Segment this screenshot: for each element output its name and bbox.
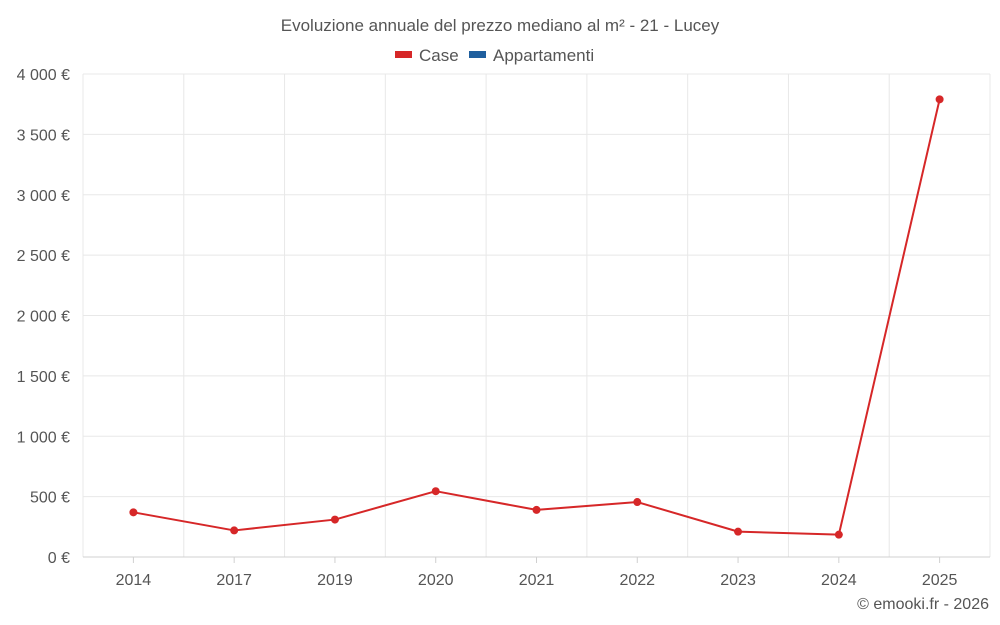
- x-tick-label: 2025: [922, 572, 958, 589]
- data-point-2019[interactable]: [330, 515, 339, 524]
- legend-item-case[interactable]: Case: [395, 46, 459, 65]
- grid: [82, 73, 991, 557]
- data-point-2022[interactable]: [633, 498, 642, 507]
- y-tick-label: 1 000 €: [17, 429, 70, 446]
- chart-title: Evoluzione annuale del prezzo mediano al…: [281, 16, 720, 35]
- legend-label-case: Case: [419, 46, 459, 65]
- y-tick-label: 3 500 €: [17, 127, 70, 144]
- legend-swatch-case: [395, 51, 412, 58]
- y-tick-label: 3 000 €: [17, 188, 70, 205]
- y-tick-label: 1 500 €: [17, 369, 70, 386]
- data-point-2017[interactable]: [230, 526, 239, 535]
- data-point-2023[interactable]: [734, 527, 743, 536]
- x-tick-label: 2021: [519, 572, 555, 589]
- series-case: [129, 95, 944, 539]
- x-tick-label: 2019: [317, 572, 353, 589]
- y-tick-label: 2 000 €: [17, 309, 70, 326]
- y-tick-label: 500 €: [30, 490, 70, 507]
- series-line-case: [133, 99, 941, 536]
- legend: Case Appartamenti: [395, 46, 594, 65]
- data-point-2014[interactable]: [129, 508, 138, 517]
- x-tick-label: 2020: [418, 572, 454, 589]
- y-tick-label: 2 500 €: [17, 248, 70, 265]
- legend-label-appartamenti: Appartamenti: [493, 46, 594, 65]
- credit-text: © emooki.fr - 2026: [857, 596, 989, 613]
- legend-swatch-appartamenti: [469, 51, 486, 58]
- y-tick-label: 4 000 €: [17, 67, 70, 84]
- axes: 0 € 500 € 1 000 € 1 500 € 2 000 € 2 500 € 3 00…: [17, 67, 990, 589]
- data-point-2025[interactable]: [935, 95, 944, 104]
- data-point-2024[interactable]: [834, 530, 843, 539]
- x-tick-label: 2017: [216, 572, 252, 589]
- data-point-2020[interactable]: [431, 487, 440, 496]
- x-tick-label: 2023: [720, 572, 756, 589]
- data-point-2021[interactable]: [532, 505, 541, 514]
- x-tick-label: 2022: [619, 572, 655, 589]
- x-tick-label: 2024: [821, 572, 857, 589]
- y-tick-label: 0 €: [48, 550, 70, 567]
- legend-item-appartamenti[interactable]: Appartamenti: [469, 46, 594, 65]
- x-tick-label: 2014: [116, 572, 152, 589]
